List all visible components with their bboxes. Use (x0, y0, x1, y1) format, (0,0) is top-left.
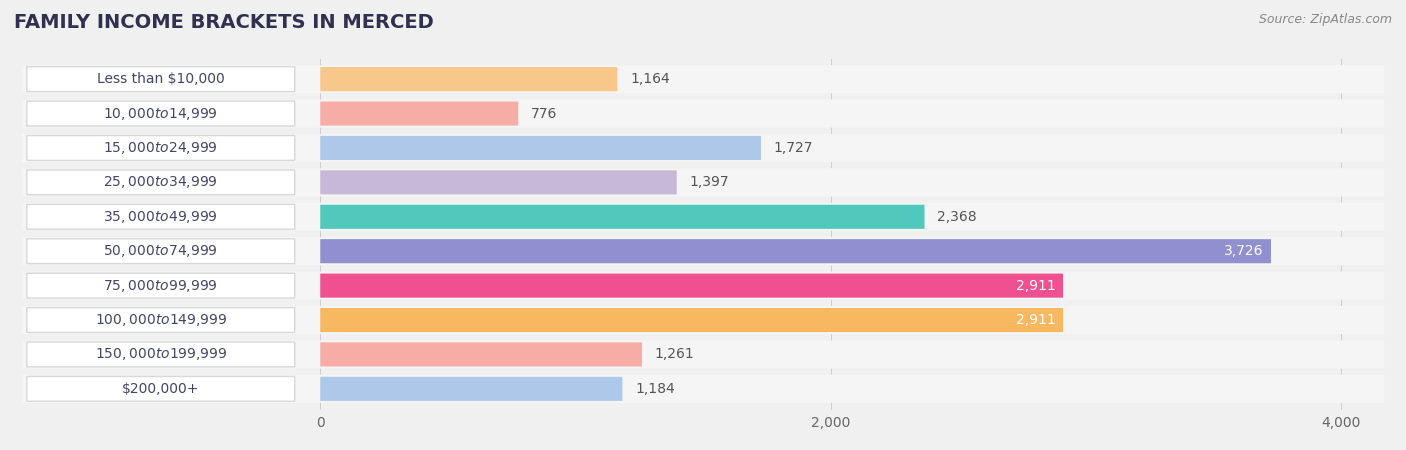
Text: 1,184: 1,184 (636, 382, 675, 396)
FancyBboxPatch shape (321, 205, 925, 229)
Text: 1,727: 1,727 (773, 141, 813, 155)
FancyBboxPatch shape (21, 271, 1385, 300)
FancyBboxPatch shape (27, 204, 295, 229)
FancyBboxPatch shape (21, 65, 1385, 93)
FancyBboxPatch shape (321, 102, 519, 126)
FancyBboxPatch shape (21, 237, 1385, 266)
Text: 1,397: 1,397 (689, 176, 730, 189)
Text: 1,164: 1,164 (630, 72, 669, 86)
Text: $150,000 to $199,999: $150,000 to $199,999 (94, 346, 226, 362)
Text: $15,000 to $24,999: $15,000 to $24,999 (104, 140, 218, 156)
Text: 2,911: 2,911 (1015, 279, 1056, 292)
FancyBboxPatch shape (27, 342, 295, 367)
FancyBboxPatch shape (321, 308, 1063, 332)
FancyBboxPatch shape (321, 136, 761, 160)
Text: $100,000 to $149,999: $100,000 to $149,999 (94, 312, 226, 328)
FancyBboxPatch shape (21, 375, 1385, 403)
FancyBboxPatch shape (27, 308, 295, 333)
Text: FAMILY INCOME BRACKETS IN MERCED: FAMILY INCOME BRACKETS IN MERCED (14, 14, 434, 32)
Text: Source: ZipAtlas.com: Source: ZipAtlas.com (1258, 14, 1392, 27)
FancyBboxPatch shape (21, 168, 1385, 197)
FancyBboxPatch shape (321, 274, 1063, 297)
Text: $35,000 to $49,999: $35,000 to $49,999 (104, 209, 218, 225)
FancyBboxPatch shape (27, 239, 295, 264)
FancyBboxPatch shape (321, 342, 643, 366)
FancyBboxPatch shape (321, 67, 617, 91)
FancyBboxPatch shape (321, 171, 676, 194)
Text: 2,911: 2,911 (1015, 313, 1056, 327)
Text: Less than $10,000: Less than $10,000 (97, 72, 225, 86)
FancyBboxPatch shape (27, 67, 295, 91)
FancyBboxPatch shape (21, 99, 1385, 128)
Text: $10,000 to $14,999: $10,000 to $14,999 (104, 106, 218, 122)
FancyBboxPatch shape (21, 340, 1385, 369)
Text: $75,000 to $99,999: $75,000 to $99,999 (104, 278, 218, 293)
FancyBboxPatch shape (27, 101, 295, 126)
FancyBboxPatch shape (27, 273, 295, 298)
FancyBboxPatch shape (27, 170, 295, 195)
Text: 3,726: 3,726 (1223, 244, 1264, 258)
FancyBboxPatch shape (27, 135, 295, 160)
Text: 776: 776 (531, 107, 557, 121)
FancyBboxPatch shape (21, 202, 1385, 231)
Text: 1,261: 1,261 (655, 347, 695, 361)
Text: 2,368: 2,368 (938, 210, 977, 224)
Text: $25,000 to $34,999: $25,000 to $34,999 (104, 175, 218, 190)
FancyBboxPatch shape (21, 134, 1385, 162)
FancyBboxPatch shape (321, 377, 623, 401)
Text: $200,000+: $200,000+ (122, 382, 200, 396)
FancyBboxPatch shape (21, 306, 1385, 334)
FancyBboxPatch shape (321, 239, 1271, 263)
FancyBboxPatch shape (27, 377, 295, 401)
Text: $50,000 to $74,999: $50,000 to $74,999 (104, 243, 218, 259)
